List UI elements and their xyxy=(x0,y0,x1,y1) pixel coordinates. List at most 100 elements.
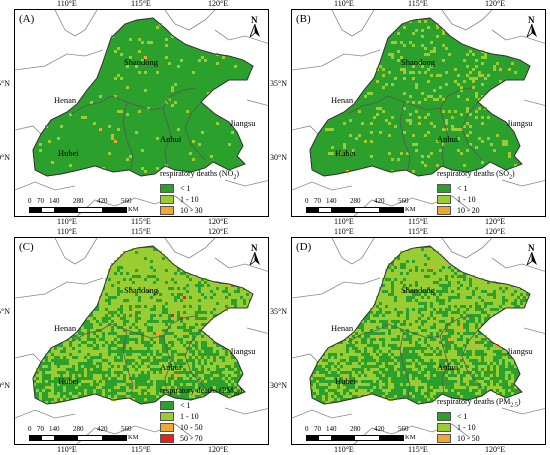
country-boundary-line xyxy=(214,257,268,272)
grid-cell xyxy=(385,281,388,284)
legend-item-label: < 1 xyxy=(457,411,468,421)
grid-cell xyxy=(364,368,367,371)
grid-cell xyxy=(415,260,418,263)
grid-cell xyxy=(436,287,439,290)
grid-cell xyxy=(114,140,117,143)
grid-cell xyxy=(180,284,183,287)
grid-cell xyxy=(478,107,481,110)
grid-cell xyxy=(358,395,361,398)
grid-cell xyxy=(105,356,108,359)
grid-cell xyxy=(499,293,502,296)
grid-cell xyxy=(490,305,493,308)
grid-cell xyxy=(490,383,493,386)
grid-cell xyxy=(448,278,451,281)
grid-cell xyxy=(96,353,99,356)
grid-cell xyxy=(141,314,144,317)
grid-cell xyxy=(153,287,156,290)
grid-cell xyxy=(168,263,171,266)
grid-cell xyxy=(42,389,45,392)
grid-cell xyxy=(415,272,418,275)
grid-cell xyxy=(385,275,388,278)
grid-cell xyxy=(123,257,126,260)
grid-cell xyxy=(361,320,364,323)
longitude-tick-label: 115°E xyxy=(131,445,151,454)
grid-cell xyxy=(370,350,373,353)
grid-cell xyxy=(379,380,382,383)
grid-cell xyxy=(147,380,150,383)
grid-cell xyxy=(397,299,400,302)
grid-cell xyxy=(424,134,427,137)
grid-cell xyxy=(385,299,388,302)
grid-cell xyxy=(427,281,430,284)
grid-cell xyxy=(192,158,195,161)
grid-cell xyxy=(141,368,144,371)
grid-cell xyxy=(472,305,475,308)
grid-cell xyxy=(237,302,240,305)
grid-cell xyxy=(373,374,376,377)
grid-cell xyxy=(120,392,123,395)
grid-cell xyxy=(421,389,424,392)
grid-cell xyxy=(469,299,472,302)
grid-cell xyxy=(99,95,102,98)
grid-cell xyxy=(207,299,210,302)
grid-cell xyxy=(427,359,430,362)
grid-cell xyxy=(409,281,412,284)
grid-cell xyxy=(177,299,180,302)
grid-cell xyxy=(120,329,123,332)
grid-cell xyxy=(195,281,198,284)
grid-cell xyxy=(427,371,430,374)
grid-cell xyxy=(159,308,162,311)
grid-cell xyxy=(454,110,457,113)
grid-cell xyxy=(129,368,132,371)
grid-cell xyxy=(502,287,505,290)
grid-cell xyxy=(102,356,105,359)
grid-cell xyxy=(117,320,120,323)
grid-cell xyxy=(240,293,243,296)
grid-cell xyxy=(436,275,439,278)
grid-cell xyxy=(126,278,129,281)
grid-cell xyxy=(168,335,171,338)
grid-cell xyxy=(225,356,228,359)
grid-cell xyxy=(93,392,96,395)
grid-cell xyxy=(114,275,117,278)
grid-cell xyxy=(433,47,436,50)
panel-label: (D) xyxy=(296,241,312,253)
grid-cell xyxy=(460,278,463,281)
grid-cell xyxy=(201,332,204,335)
grid-cell xyxy=(219,365,222,368)
grid-cell xyxy=(159,311,162,314)
grid-cell xyxy=(505,293,508,296)
grid-cell xyxy=(150,356,153,359)
grid-cell xyxy=(126,386,129,389)
longitude-tick-label: 115°E xyxy=(408,0,428,8)
grid-cell xyxy=(391,116,394,119)
grid-cell xyxy=(427,80,430,83)
grid-cell xyxy=(114,365,117,368)
grid-cell xyxy=(225,374,228,377)
grid-cell xyxy=(505,350,508,353)
grid-cell xyxy=(180,374,183,377)
grid-cell xyxy=(451,350,454,353)
grid-cell xyxy=(421,284,424,287)
grid-cell xyxy=(385,332,388,335)
grid-cell xyxy=(174,269,177,272)
grid-cell xyxy=(168,278,171,281)
grid-cell xyxy=(388,53,391,56)
grid-cell xyxy=(81,380,84,383)
grid-cell xyxy=(180,344,183,347)
grid-cell xyxy=(430,284,433,287)
grid-cell xyxy=(472,356,475,359)
grid-cell xyxy=(48,140,51,143)
grid-cell xyxy=(147,353,150,356)
grid-cell xyxy=(424,386,427,389)
grid-cell xyxy=(144,260,147,263)
grid-cell xyxy=(397,290,400,293)
grid-cell xyxy=(195,362,198,365)
grid-cell xyxy=(364,95,367,98)
grid-cell xyxy=(138,326,141,329)
grid-cell xyxy=(189,308,192,311)
grid-cell xyxy=(135,302,138,305)
scale-segment xyxy=(319,208,331,212)
scale-bar-segments xyxy=(29,435,127,441)
grid-cell xyxy=(445,293,448,296)
